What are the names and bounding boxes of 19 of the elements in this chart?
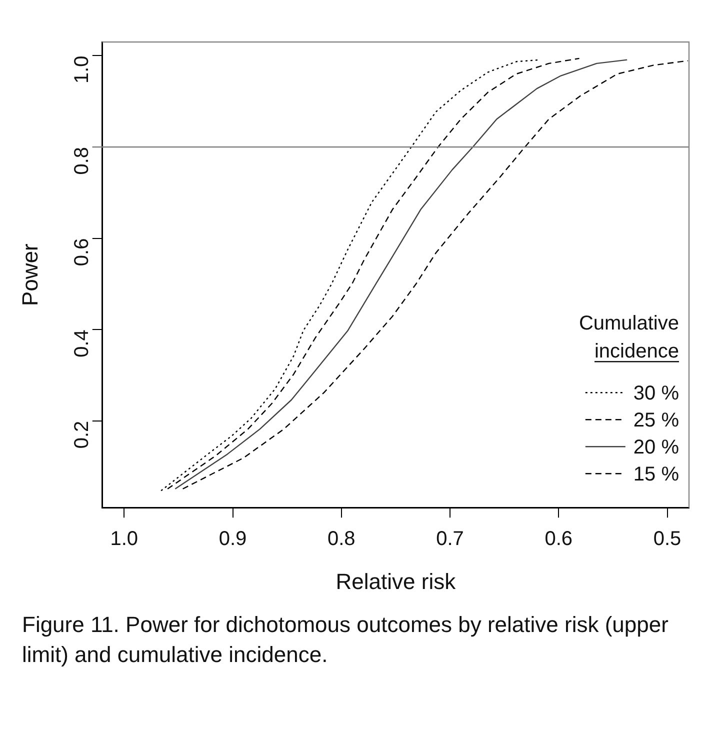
x-tick-label: 0.7	[436, 528, 464, 550]
x-tick-label: 0.5	[653, 528, 682, 550]
y-tick-label: 0.8	[70, 146, 93, 175]
y-tick-label: 0.4	[70, 330, 93, 358]
y-tick-label: 0.2	[70, 420, 93, 449]
x-tick-label: 1.0	[110, 528, 138, 550]
x-tick-label: 0.8	[327, 528, 356, 550]
x-tick-label: 0.9	[218, 528, 247, 550]
legend-label: 30 %	[633, 382, 680, 405]
y-tick-label: 1.0	[70, 56, 93, 84]
x-axis-title: Relative risk	[336, 568, 457, 594]
x-tick-label: 0.6	[544, 528, 573, 550]
legend-label: 25 %	[633, 410, 680, 432]
legend-title: Cumulative incidence	[578, 312, 679, 363]
y-tick-label: 0.6	[70, 238, 93, 266]
legend-label: 20 %	[633, 436, 680, 459]
y-axis-title: Power	[17, 244, 42, 306]
legend-label: 15 %	[633, 464, 680, 486]
caption: Figure 11. Power for dichotomous outcomes by relative risk (upper limit) and cumulative incidence.	[22, 611, 670, 669]
